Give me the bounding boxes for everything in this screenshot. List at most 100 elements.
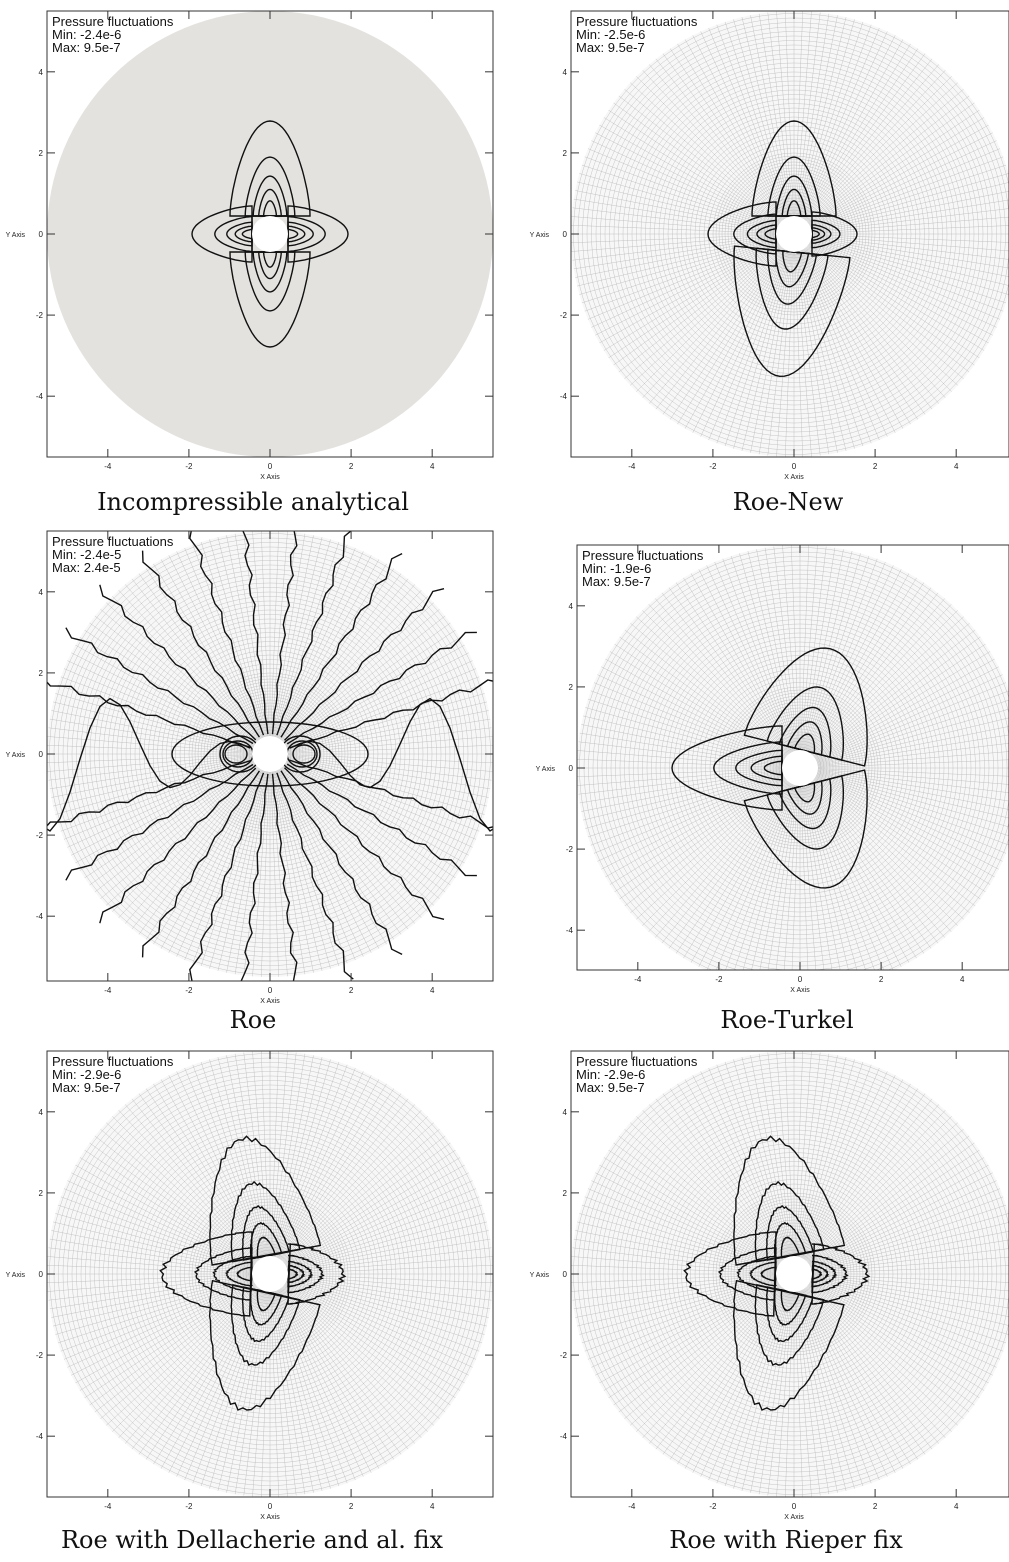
contour-line: [811, 1243, 871, 1305]
x-tick-label: -4: [628, 1502, 636, 1511]
legend-max: Max: 9.5e-7: [582, 574, 651, 589]
contour-line: [212, 1255, 253, 1293]
contour-line: [775, 175, 813, 217]
contour-line: [224, 744, 248, 764]
axis-ticks: [577, 545, 963, 970]
contour-line: [767, 156, 821, 217]
x-tick-label: -2: [709, 1502, 717, 1511]
y-tick-label: -2: [36, 311, 44, 320]
x-tick-label: 4: [954, 462, 959, 471]
contour-lines: [191, 120, 349, 348]
contour-line: [736, 1255, 777, 1293]
y-axis-label: Y Axis: [6, 752, 26, 759]
contour-line: [750, 755, 783, 781]
y-tick-label: -4: [36, 1432, 44, 1441]
y-tick-label: -2: [560, 311, 568, 320]
legend-max: Max: 9.5e-7: [576, 40, 645, 55]
contour-line: [766, 775, 844, 850]
y-tick-label: -4: [560, 1432, 568, 1441]
contour-line: [230, 1180, 301, 1263]
plot-area: [47, 531, 493, 981]
x-tick-label: -2: [709, 462, 717, 471]
contour-line: [256, 1236, 276, 1259]
contour-line: [733, 245, 851, 378]
y-axis-label: Y Axis: [6, 232, 26, 239]
legend-min: Min: -2.9e-6: [576, 1067, 645, 1082]
contour-lines: [47, 531, 493, 981]
y-tick-label: 4: [39, 68, 44, 77]
x-tick-label: 0: [792, 1502, 797, 1511]
contour-line: [234, 225, 253, 243]
contour-line: [99, 584, 257, 741]
contour-line: [756, 224, 777, 244]
contour-line: [780, 1289, 801, 1312]
panel-4: -4 -2 0 2 4 4 2 0 -2 -4 X Axis Y Axis Pressure fluct…: [536, 544, 1009, 1034]
contour-line: [284, 588, 445, 741]
contour-line: [735, 749, 783, 787]
x-tick-label: -4: [628, 462, 636, 471]
y-tick-label: -2: [36, 831, 44, 840]
legend-title: Pressure fluctuations: [52, 1054, 174, 1069]
y-tick-label: -4: [566, 926, 574, 935]
contour-line: [208, 1279, 321, 1411]
contour-line: [773, 1287, 807, 1326]
cylinder-hole: [782, 750, 818, 786]
legend-title: Pressure fluctuations: [582, 548, 704, 563]
panel-caption: Roe: [230, 1006, 277, 1034]
contour-line: [733, 1135, 846, 1266]
contour-line: [47, 759, 252, 827]
y-tick-label: 2: [39, 149, 44, 158]
contour-line: [743, 647, 868, 767]
panel-6: -4 -2 0 2 4 4 2 0 -2 -4 X Axis Y Axis Pressure fluct…: [530, 1050, 1009, 1554]
axis-ticks: [571, 11, 957, 457]
y-tick-label: -4: [36, 912, 44, 921]
contour-line: [287, 228, 299, 240]
panel-caption: Roe-Turkel: [720, 1006, 853, 1034]
contour-line: [229, 251, 311, 348]
contour-line: [793, 733, 816, 754]
y-tick-label: -4: [36, 392, 44, 401]
contour-line: [811, 1264, 830, 1284]
axis-ticks: [47, 531, 493, 981]
x-tick-label: 0: [268, 986, 273, 995]
contour-line: [766, 1204, 814, 1261]
y-tick-label: 0: [569, 764, 574, 773]
contour-line: [786, 721, 823, 756]
contour-line: [189, 772, 265, 981]
x-tick-label: 2: [879, 975, 884, 984]
contour-lines: [159, 1135, 347, 1411]
contour-line: [252, 175, 288, 217]
contour-line: [287, 225, 306, 243]
y-tick-label: -4: [560, 392, 568, 401]
x-tick-label: 2: [349, 462, 354, 471]
contour-line: [225, 1261, 254, 1288]
cylinder-hole: [252, 736, 288, 772]
contour-line: [65, 763, 254, 881]
contour-line: [229, 120, 311, 217]
contour-line: [99, 767, 257, 924]
contour-line: [236, 1266, 253, 1282]
contour-line: [767, 248, 818, 305]
panel-2: -4 -2 0 2 4 4 2 0 -2 -4 X Axis Y Axis Pressure fluct…: [530, 10, 1009, 516]
contour-line: [47, 697, 251, 832]
y-tick-label: 2: [569, 683, 574, 692]
contour-line: [811, 224, 832, 244]
contour-line: [241, 1286, 291, 1343]
contour-line: [287, 205, 349, 263]
y-tick-label: 0: [39, 230, 44, 239]
contour-line: [288, 759, 493, 829]
x-tick-label: -2: [185, 986, 193, 995]
contour-line: [230, 1284, 301, 1366]
y-tick-label: -2: [566, 845, 574, 854]
contour-line: [271, 531, 298, 735]
contour-line: [193, 1247, 253, 1301]
contour-line: [242, 1204, 290, 1261]
legend-min: Min: -2.9e-6: [52, 1067, 121, 1082]
cylinder-hole: [776, 216, 812, 252]
y-axis-label: Y Axis: [536, 766, 556, 773]
x-tick-label: -4: [634, 975, 642, 984]
y-tick-label: 0: [563, 1270, 568, 1279]
x-axis-label: X Axis: [790, 987, 810, 994]
contour-line: [276, 772, 354, 980]
y-axis-label: Y Axis: [6, 1272, 26, 1279]
